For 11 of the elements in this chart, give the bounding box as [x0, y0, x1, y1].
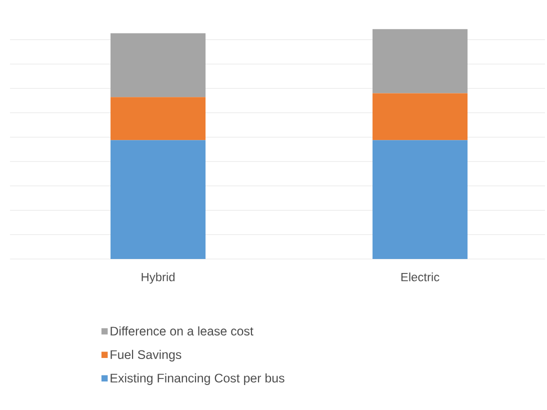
- bar: [372, 93, 468, 140]
- legend-label: Difference on a lease cost: [110, 326, 254, 336]
- bar: [110, 140, 206, 259]
- legend-label: Existing Financing Cost per bus: [110, 373, 284, 385]
- x-tick-label: Electric: [401, 272, 440, 282]
- bar: [110, 97, 206, 140]
- x-tick-label: Hybrid: [142, 272, 175, 284]
- legend-label: Fuel Savings: [110, 350, 182, 362]
- bar: [372, 140, 468, 259]
- bar: [110, 33, 206, 98]
- bar: [372, 29, 468, 94]
